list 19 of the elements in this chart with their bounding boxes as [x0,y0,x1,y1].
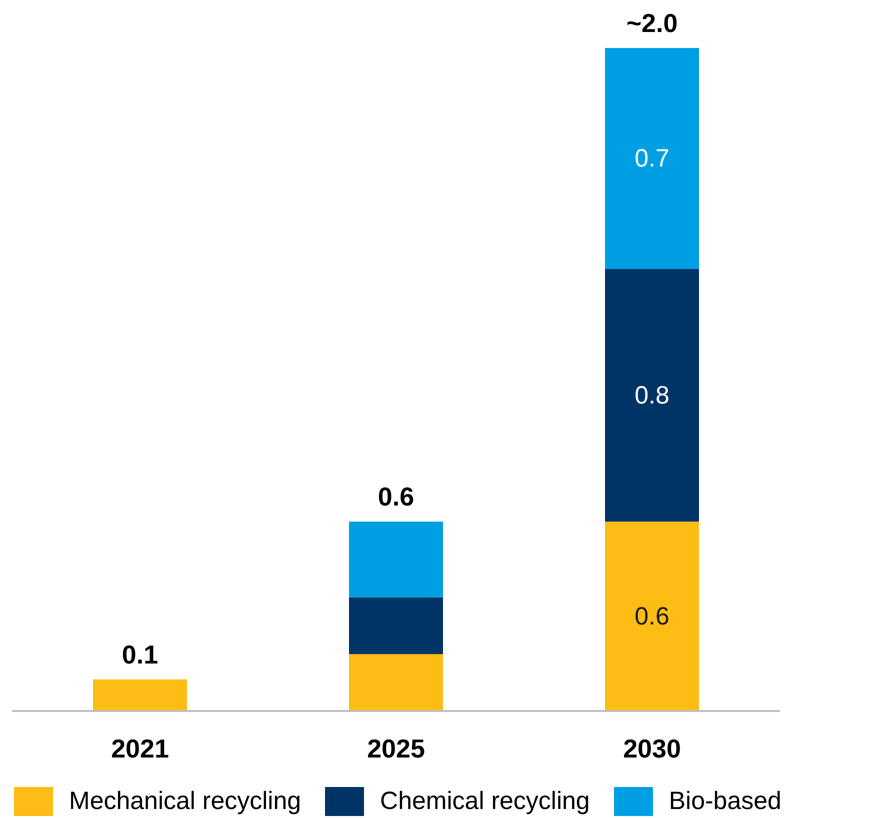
total-label: 0.6 [378,482,414,512]
x-tick-label: 2021 [111,733,169,764]
legend-label: Bio-based [668,787,782,816]
data-label: 0.8 [634,381,670,410]
bar [605,269,699,522]
bar [605,522,699,711]
bar [349,522,443,598]
bar [93,679,187,711]
legend-label: Chemical recycling [380,787,590,816]
legend-label: Mechanical recycling [69,787,302,816]
data-label: 0.6 [634,602,670,630]
bar [349,654,443,711]
x-tick-label: 2025 [367,733,425,764]
x-tick-label: 2030 [623,733,681,764]
total-label: ~2.0 [626,8,678,38]
total-label: 0.1 [122,639,158,670]
data-label: 0.7 [634,144,670,172]
bar [605,48,699,269]
bar [349,597,443,654]
